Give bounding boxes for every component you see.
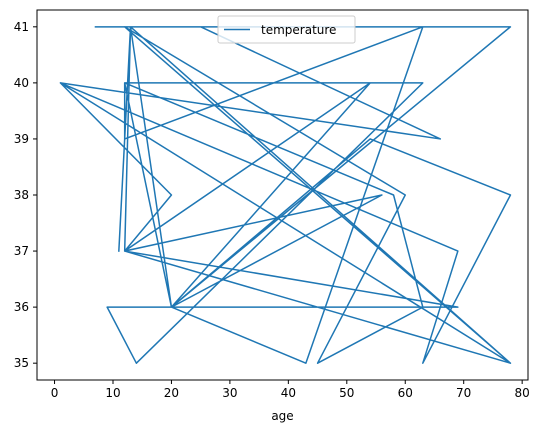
x-tick-label: 0 bbox=[51, 386, 59, 400]
x-tick-label: 60 bbox=[398, 386, 413, 400]
plot-area bbox=[59, 26, 512, 364]
x-tick-label: 40 bbox=[281, 386, 296, 400]
legend-label-temperature: temperature bbox=[261, 23, 336, 37]
x-tick-label: 50 bbox=[339, 386, 354, 400]
x-tick-label: 30 bbox=[222, 386, 237, 400]
series-line-temperature bbox=[59, 26, 512, 364]
y-tick-label: 39 bbox=[14, 132, 29, 146]
legend-box bbox=[217, 15, 356, 44]
y-tick-label: 35 bbox=[14, 356, 29, 370]
x-tick-label: 20 bbox=[164, 386, 179, 400]
x-tick-label: 70 bbox=[456, 386, 471, 400]
y-tick-label: 37 bbox=[14, 244, 29, 258]
x-tick-label: 10 bbox=[105, 386, 120, 400]
x-axis-label: age bbox=[271, 409, 293, 423]
legend: temperature bbox=[217, 15, 356, 44]
x-tick-label: 80 bbox=[515, 386, 530, 400]
y-tick-label: 41 bbox=[14, 20, 29, 34]
y-tick-label: 36 bbox=[14, 300, 29, 314]
y-tick-label: 38 bbox=[14, 188, 29, 202]
axes: 0 10 20 30 40 50 60 70 80 35 36 37 38 39 40 41 bbox=[14, 9, 530, 400]
y-tick-label: 40 bbox=[14, 76, 29, 90]
